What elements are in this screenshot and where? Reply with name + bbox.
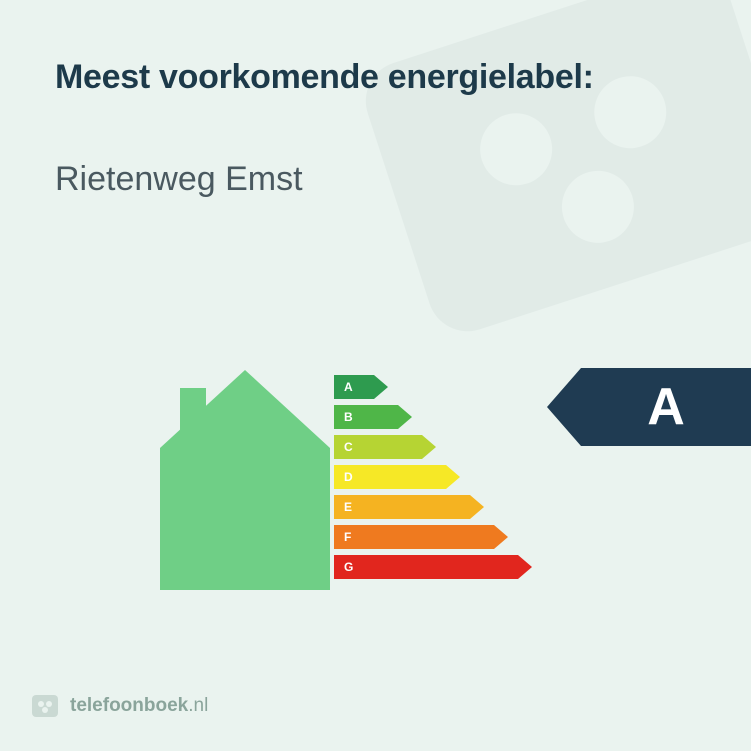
energy-bar-e: E: [334, 495, 484, 519]
telefoonboek-logo-icon: [30, 691, 60, 721]
energy-bar-a: A: [334, 375, 388, 399]
energy-bar-label: F: [334, 525, 494, 549]
result-label-badge: A: [547, 368, 751, 446]
energy-label-chart: ABCDEFG: [162, 375, 582, 605]
energy-bar-label: G: [334, 555, 518, 579]
energy-bar-arrow: [470, 495, 484, 519]
energy-bar-b: B: [334, 405, 412, 429]
brand-bold: telefoonboek: [70, 695, 188, 716]
energy-bar-label: C: [334, 435, 422, 459]
energy-bar-arrow: [422, 435, 436, 459]
energy-bar-label: D: [334, 465, 446, 489]
energy-bar-arrow: [374, 375, 388, 399]
page-title: Meest voorkomende energielabel:: [55, 58, 594, 97]
brand-text: telefoonboek.nl: [70, 695, 208, 717]
energy-bar-label: A: [334, 375, 374, 399]
energy-bar-d: D: [334, 465, 460, 489]
energy-bar-f: F: [334, 525, 508, 549]
energy-bar-label: E: [334, 495, 470, 519]
result-label-letter: A: [581, 368, 751, 446]
brand-suffix: .nl: [188, 695, 208, 716]
energy-bar-arrow: [518, 555, 532, 579]
energy-bar-arrow: [446, 465, 460, 489]
energy-bar-g: G: [334, 555, 532, 579]
energy-bar-label: B: [334, 405, 398, 429]
location-subtitle: Rietenweg Emst: [55, 160, 303, 199]
energy-bar-c: C: [334, 435, 436, 459]
energy-bar-arrow: [494, 525, 508, 549]
energy-bar-arrow: [398, 405, 412, 429]
result-label-arrow: [547, 368, 581, 446]
footer: telefoonboek.nl: [30, 691, 208, 721]
